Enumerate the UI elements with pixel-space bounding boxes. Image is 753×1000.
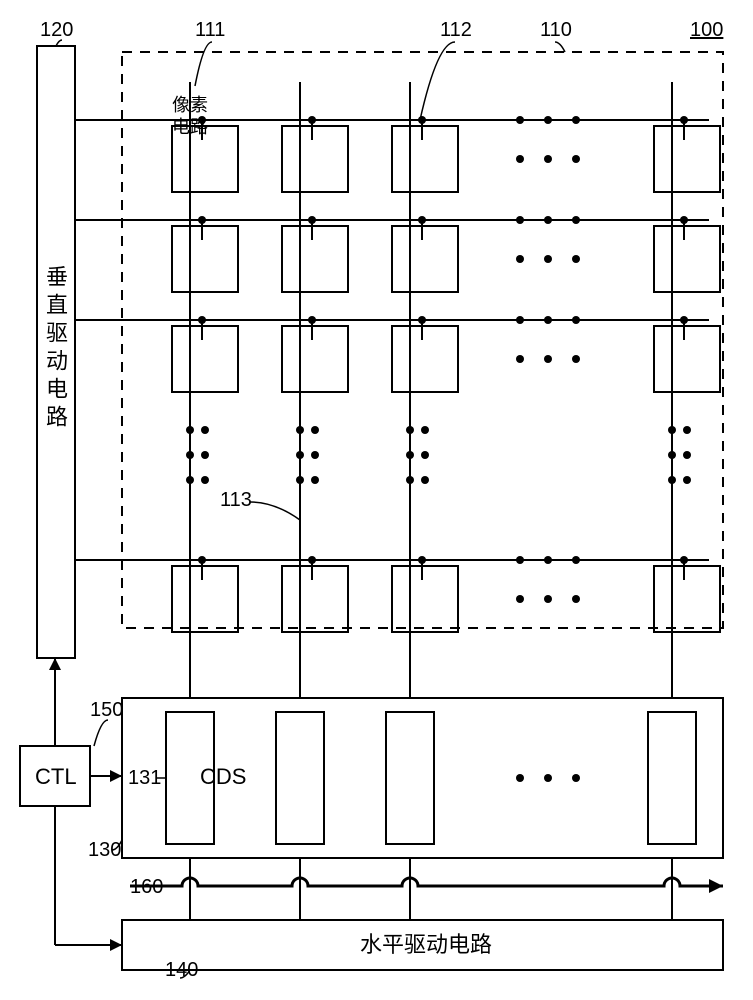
ref-rowline: 112 [440, 20, 472, 40]
ctl-label: CTL [35, 766, 77, 788]
ref-ctl: 150 [90, 700, 123, 720]
ref-cdsblk: 130 [88, 840, 121, 860]
ref-system: 100 [690, 20, 723, 40]
vdrive-label: 垂直驱动电路 [44, 265, 66, 433]
ref-array: 110 [540, 20, 572, 40]
ref-vdrive: 120 [40, 20, 73, 40]
ref-colline: 113 [220, 490, 252, 510]
ref-hdrive: 140 [165, 960, 198, 980]
ref-pixel: 111 [195, 20, 225, 40]
ref-cds: 131 [128, 768, 161, 788]
cds-label: CDS [200, 766, 246, 788]
hdrive-label: 水平驱动电路 [360, 934, 492, 956]
pixel-circuit-label: 像素 电路 [163, 95, 217, 138]
ref-bus: 160 [130, 877, 163, 897]
